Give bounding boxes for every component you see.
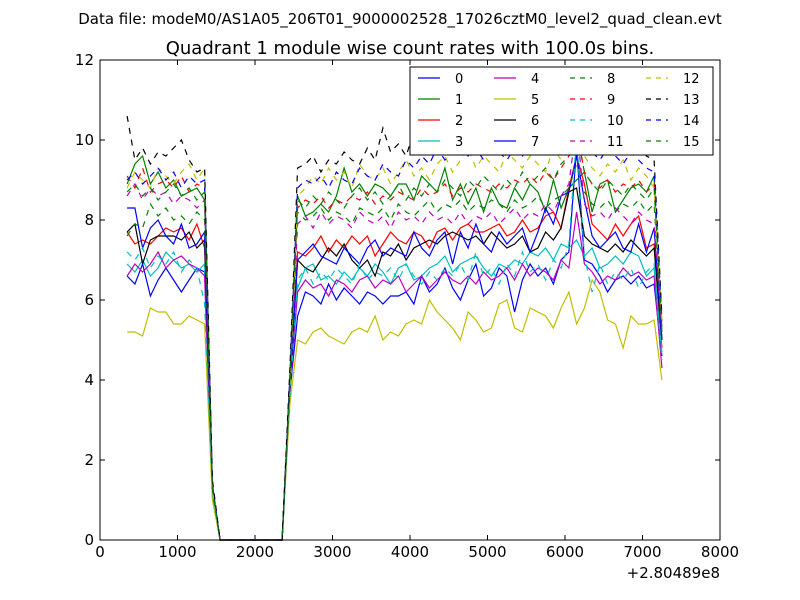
legend-label-3: 3 [455,135,463,150]
x-offset-label: +2.80489e8 [627,564,720,582]
series-line-5 [127,278,663,541]
x-tick-label: 5000 [468,543,506,561]
legend-label-5: 5 [531,93,539,108]
legend-label-1: 1 [455,93,463,108]
x-tick-label: 7000 [623,543,661,561]
y-tick-label: 10 [75,131,94,149]
y-tick-label: 6 [84,291,94,309]
legend-label-14: 14 [683,114,700,129]
x-tick-label: 8000 [701,543,739,561]
figure-supertitle: Data file: modeM0/AS1A05_206T01_90000025… [78,10,722,29]
series-line-12 [126,126,663,541]
y-tick-label: 8 [84,211,94,229]
x-tick-label: 0 [95,543,105,561]
legend-label-0: 0 [455,72,463,87]
legend-label-10: 10 [607,114,624,129]
chart-title: Quadrant 1 module wise count rates with … [166,38,655,59]
legend-label-11: 11 [607,135,624,150]
y-tick-label: 0 [84,531,94,549]
x-tick-label: 6000 [546,543,584,561]
plot-frame [99,59,721,541]
series-line-10 [126,135,663,541]
x-tick-label: 3000 [313,543,351,561]
legend-label-2: 2 [455,114,463,129]
legend-label-4: 4 [531,72,539,87]
legend-label-13: 13 [683,93,700,108]
legend-label-7: 7 [531,135,539,150]
y-tick-label: 2 [84,451,94,469]
legend-label-8: 8 [607,72,615,87]
y-tick-label: 4 [84,371,94,389]
legend-label-9: 9 [607,93,615,108]
x-tick-label: 2000 [236,543,274,561]
legend-label-6: 6 [531,114,539,129]
x-tick-label: 4000 [391,543,429,561]
legend-label-12: 12 [683,72,700,87]
x-tick-label: 1000 [158,543,196,561]
y-tick-label: 12 [75,51,94,69]
legend-box [409,66,714,156]
legend-label-15: 15 [683,135,700,150]
